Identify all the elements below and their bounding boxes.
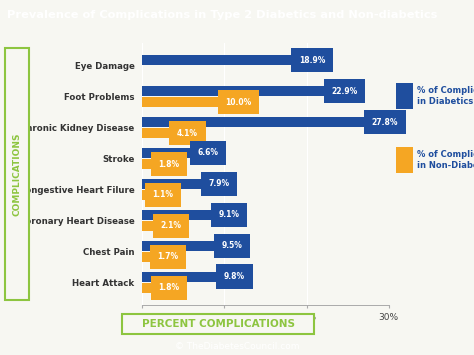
Bar [142,55,298,65]
Text: 2.1%: 2.1% [161,222,182,230]
Text: 10.0%: 10.0% [226,98,252,107]
Bar [142,179,207,189]
Bar [142,190,151,200]
FancyBboxPatch shape [122,314,314,334]
Text: 22.9%: 22.9% [332,87,358,95]
Text: % of Complication
in Non-Diabetics: % of Complication in Non-Diabetics [417,150,474,170]
Bar [142,86,330,96]
Text: Prevalence of Complications in Type 2 Diabetics and Non-diabetics: Prevalence of Complications in Type 2 Di… [7,10,438,20]
Bar [142,128,176,138]
Text: 1.7%: 1.7% [157,252,179,261]
Bar [142,210,217,220]
Text: COMPLICATIONS: COMPLICATIONS [12,132,21,216]
Bar [142,252,156,262]
Text: 6.6%: 6.6% [198,148,219,157]
Text: 1.8%: 1.8% [158,159,179,169]
Bar [142,148,196,158]
Text: % of Complication
in Diabetics: % of Complication in Diabetics [417,86,474,106]
Text: 1.8%: 1.8% [158,283,179,292]
Text: 27.8%: 27.8% [372,118,398,126]
Bar [142,97,224,107]
Text: 4.1%: 4.1% [177,129,198,138]
Bar [142,272,223,282]
Text: 9.1%: 9.1% [218,210,239,219]
Bar [142,117,371,127]
Text: PERCENT COMPLICATIONS: PERCENT COMPLICATIONS [142,319,294,329]
Bar [142,241,220,251]
Text: 9.8%: 9.8% [224,272,245,281]
Bar [396,83,413,109]
FancyBboxPatch shape [5,48,28,300]
Text: 7.9%: 7.9% [209,179,229,189]
Text: 9.5%: 9.5% [221,241,242,250]
Bar [142,221,159,231]
Text: © TheDiabetesCouncil.com: © TheDiabetesCouncil.com [175,342,299,351]
Bar [142,283,157,293]
Text: 1.1%: 1.1% [153,191,173,200]
Bar [142,159,157,169]
Text: 18.9%: 18.9% [299,56,325,65]
Bar [396,147,413,173]
